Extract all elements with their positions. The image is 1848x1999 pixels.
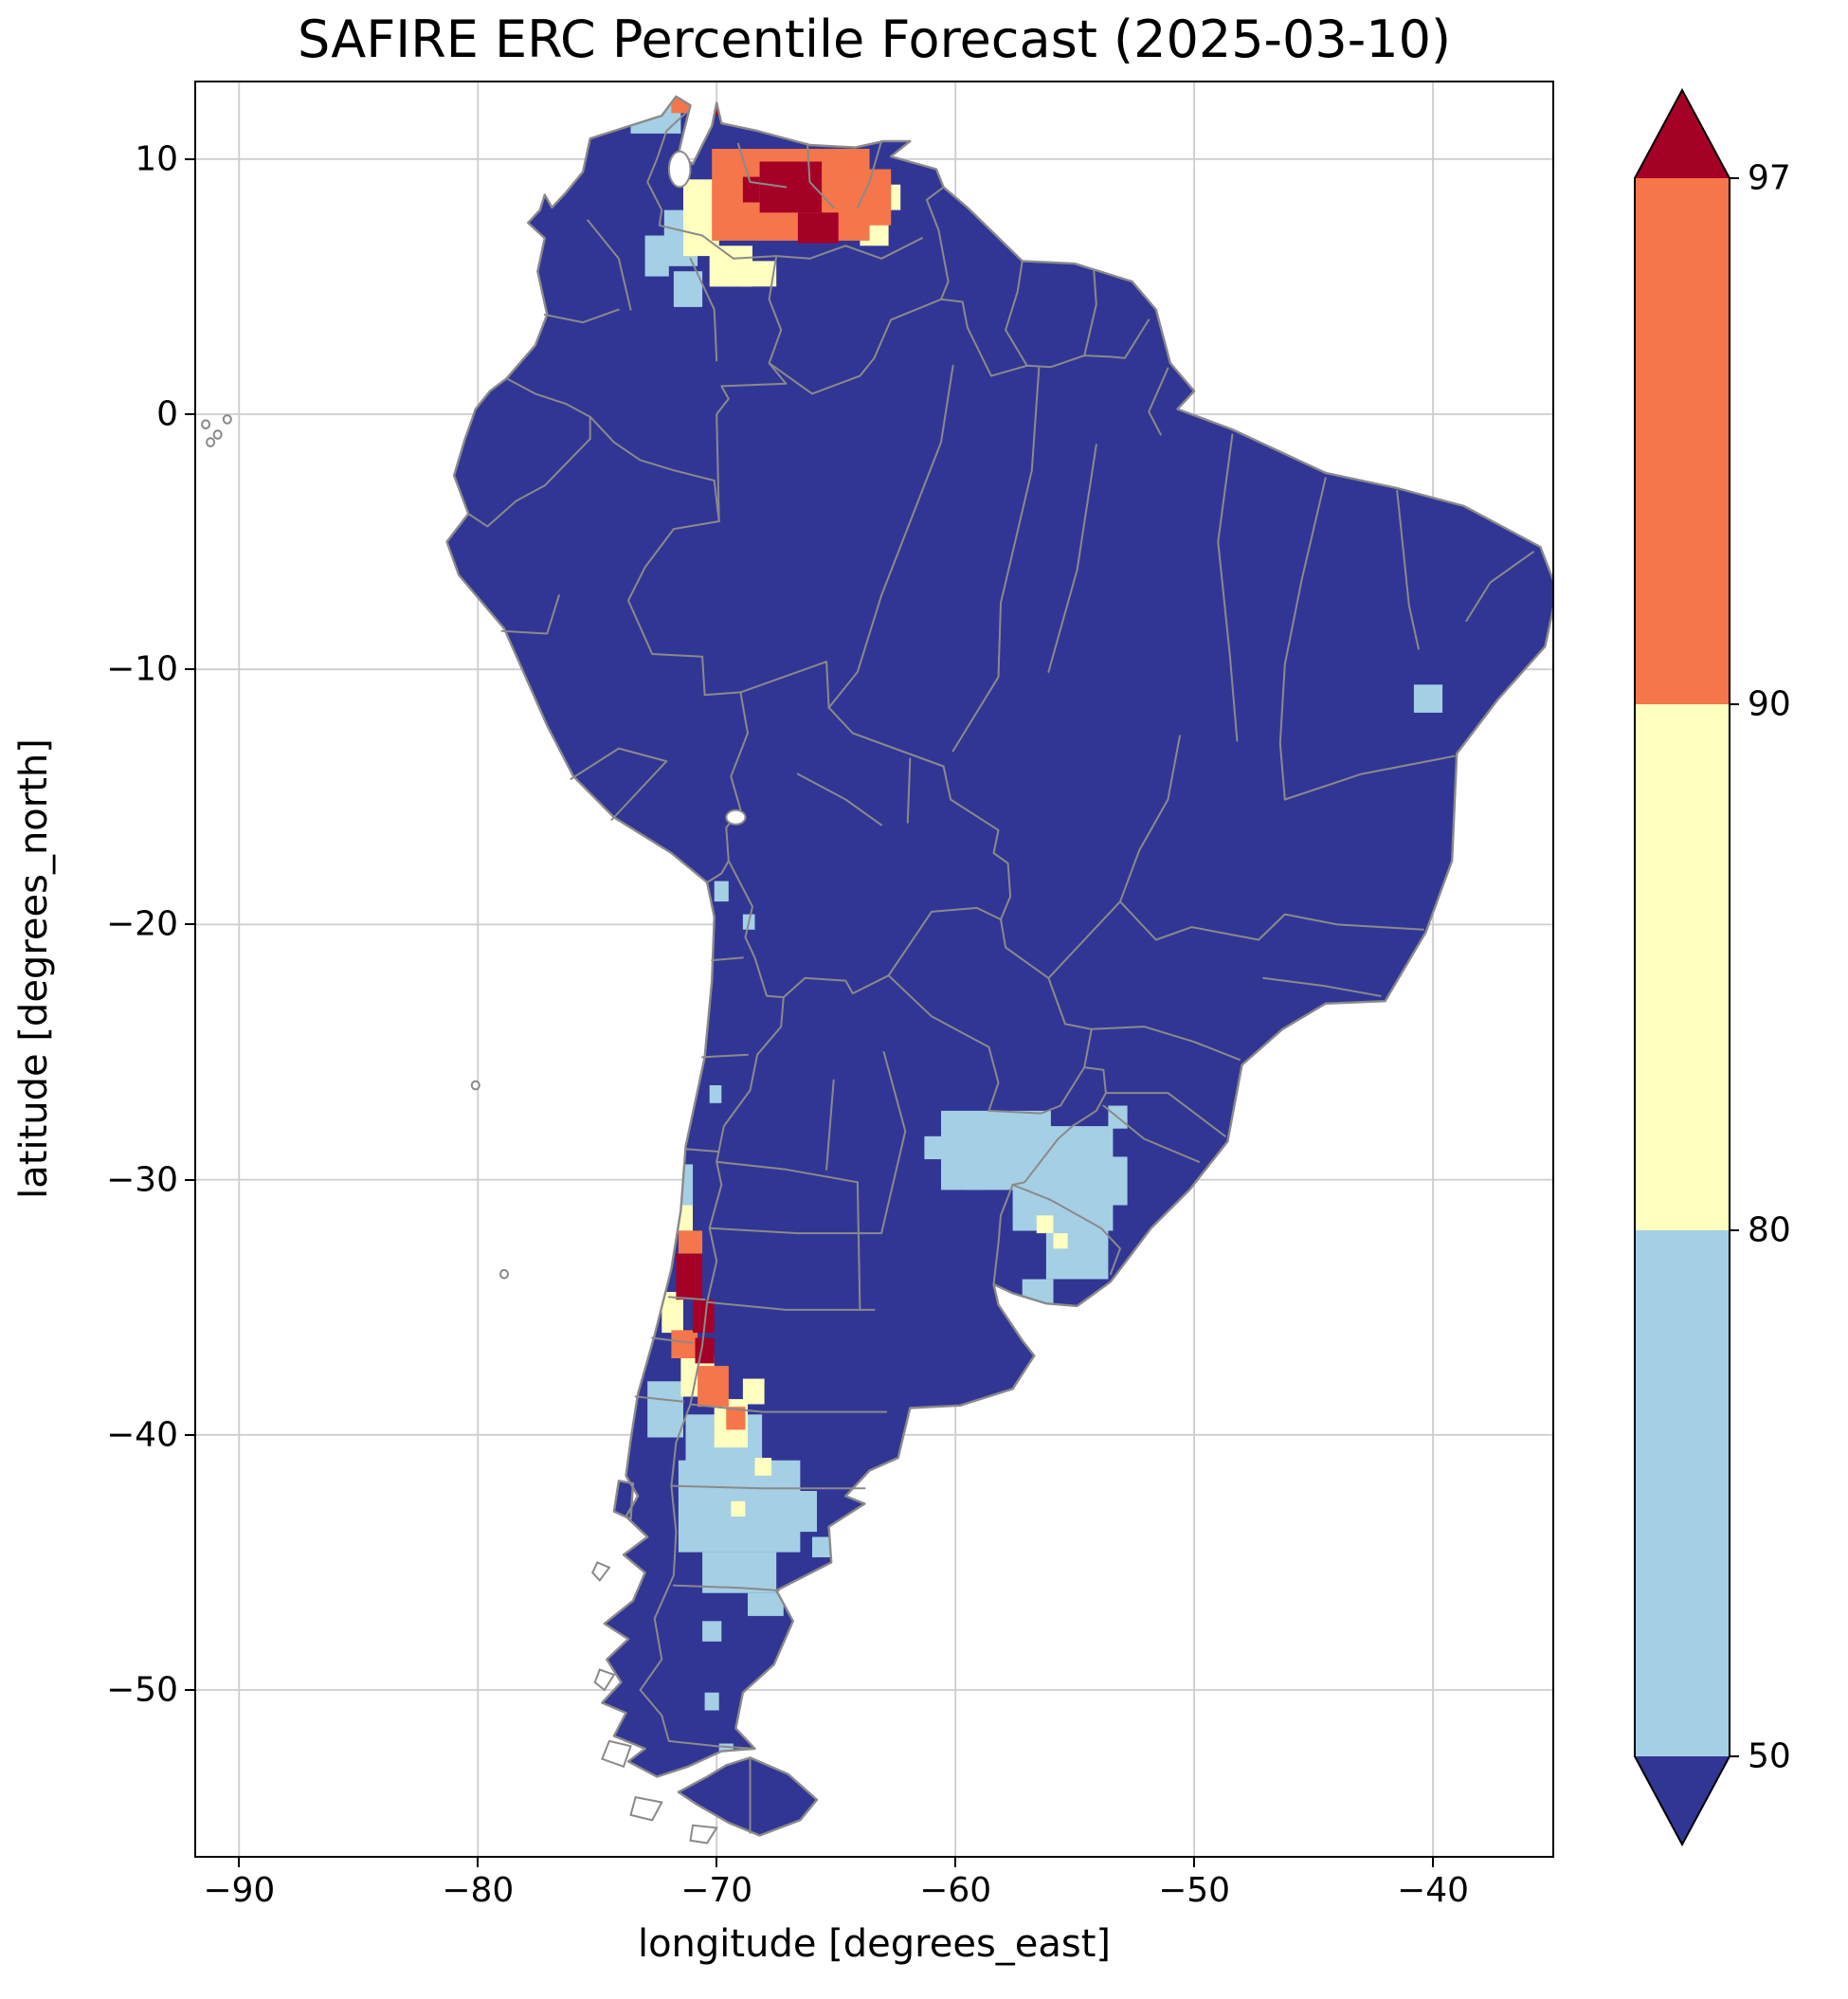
colorbar-tick-label: 90 — [1748, 684, 1791, 724]
land-fill — [446, 96, 1552, 1836]
x-tick-mark — [954, 1858, 957, 1867]
y-tick-label: −20 — [106, 904, 178, 944]
x-tick-mark — [716, 1858, 718, 1867]
colorbar-tick-mark — [1730, 1229, 1739, 1231]
colorbar — [1633, 87, 1737, 1851]
y-tick-mark — [185, 1178, 194, 1181]
y-tick-label: −30 — [106, 1160, 178, 1200]
colorbar-tick-mark — [1730, 1755, 1739, 1757]
y-tick-mark — [185, 157, 194, 160]
x-tick-label: −60 — [919, 1871, 992, 1910]
y-tick-mark — [185, 923, 194, 926]
y-tick-mark — [185, 668, 194, 671]
y-tick-label: −40 — [106, 1415, 178, 1455]
y-tick-label: −10 — [106, 649, 178, 689]
x-tick-mark — [238, 1858, 241, 1867]
x-tick-label: −40 — [1397, 1871, 1470, 1910]
x-tick-label: −50 — [1158, 1871, 1231, 1910]
lakes — [667, 150, 747, 826]
colorbar-tick-label: 50 — [1748, 1736, 1791, 1776]
y-axis-label: latitude [degrees_north] — [12, 738, 56, 1199]
chart-title: SAFIRE ERC Percentile Forecast (2025-03-… — [297, 9, 1452, 69]
colorbar-tick-mark — [1730, 177, 1739, 179]
y-tick-label: 0 — [156, 394, 178, 434]
colorbar-tick-mark — [1730, 703, 1739, 705]
x-tick-mark — [1193, 1858, 1196, 1867]
colorbar-tick-label: 80 — [1748, 1210, 1791, 1250]
map-canvas — [196, 82, 1552, 1856]
colorbar-tick-label: 97 — [1748, 158, 1791, 198]
x-tick-mark — [477, 1858, 480, 1867]
island-outlines — [201, 414, 718, 1845]
x-tick-label: −80 — [442, 1871, 515, 1910]
percentile-patches — [599, 96, 1443, 1756]
y-tick-label: 10 — [135, 139, 178, 179]
x-tick-label: −90 — [203, 1871, 276, 1910]
y-tick-mark — [185, 1433, 194, 1436]
colorbar-bar — [1634, 87, 1730, 1847]
x-axis-label: longitude [degrees_east] — [637, 1922, 1112, 1966]
y-tick-mark — [185, 412, 194, 415]
admin-borders — [467, 112, 1534, 1834]
y-tick-mark — [185, 1689, 194, 1691]
x-tick-mark — [1432, 1858, 1435, 1867]
x-tick-label: −70 — [680, 1871, 753, 1910]
plot-area — [194, 81, 1554, 1858]
y-tick-label: −50 — [106, 1670, 178, 1710]
